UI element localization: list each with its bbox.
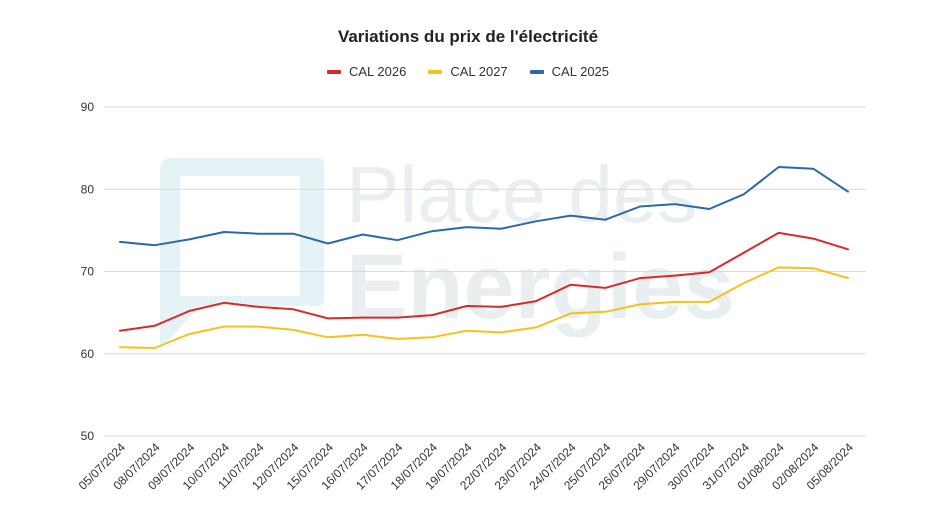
legend-item: CAL 2026: [326, 64, 407, 79]
x-axis: 05/07/202408/07/202409/07/202410/07/2024…: [76, 440, 857, 493]
y-tick-label: 50: [81, 429, 95, 443]
y-tick-label: 90: [81, 100, 95, 114]
series-line: [119, 231, 849, 332]
legend-item: CAL 2025: [529, 64, 610, 79]
series-cal-2027: [119, 266, 849, 349]
watermark: Place des Energies: [160, 150, 735, 350]
series-line: [119, 166, 849, 247]
grid-layer: [104, 106, 866, 437]
watermark-line-2: Energies: [346, 236, 735, 338]
y-tick-label: 80: [81, 182, 95, 196]
legend-item: CAL 2027: [428, 64, 508, 79]
chart-title: Variations du prix de l'électricité: [337, 27, 599, 46]
series-line: [119, 266, 849, 349]
series-layer: [119, 166, 849, 349]
y-axis: 50 60 70 80 90: [81, 100, 95, 443]
legend-swatch: [326, 69, 341, 74]
watermark-line-1: Place des: [346, 150, 697, 239]
y-tick-label: 70: [81, 265, 95, 279]
legend-swatch: [529, 69, 544, 74]
legend-label: CAL 2027: [450, 64, 508, 79]
legend-label: CAL 2025: [551, 64, 610, 79]
y-tick-label: 60: [81, 347, 95, 361]
series-cal-2026: [119, 231, 849, 332]
legend-swatch: [428, 69, 443, 74]
watermark-logo-icon: [160, 158, 324, 350]
series-cal-2025: [119, 166, 849, 247]
legend: CAL 2026 CAL 2027 CAL 2025: [0, 64, 936, 79]
legend-label: CAL 2026: [348, 64, 407, 79]
